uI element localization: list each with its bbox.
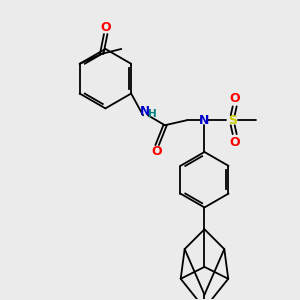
Text: H: H: [148, 109, 156, 119]
Text: O: O: [100, 21, 111, 34]
Text: O: O: [229, 92, 239, 105]
Text: N: N: [140, 105, 150, 118]
Text: O: O: [229, 136, 239, 148]
Text: S: S: [228, 114, 237, 127]
Text: O: O: [152, 146, 162, 158]
Text: N: N: [199, 114, 210, 127]
